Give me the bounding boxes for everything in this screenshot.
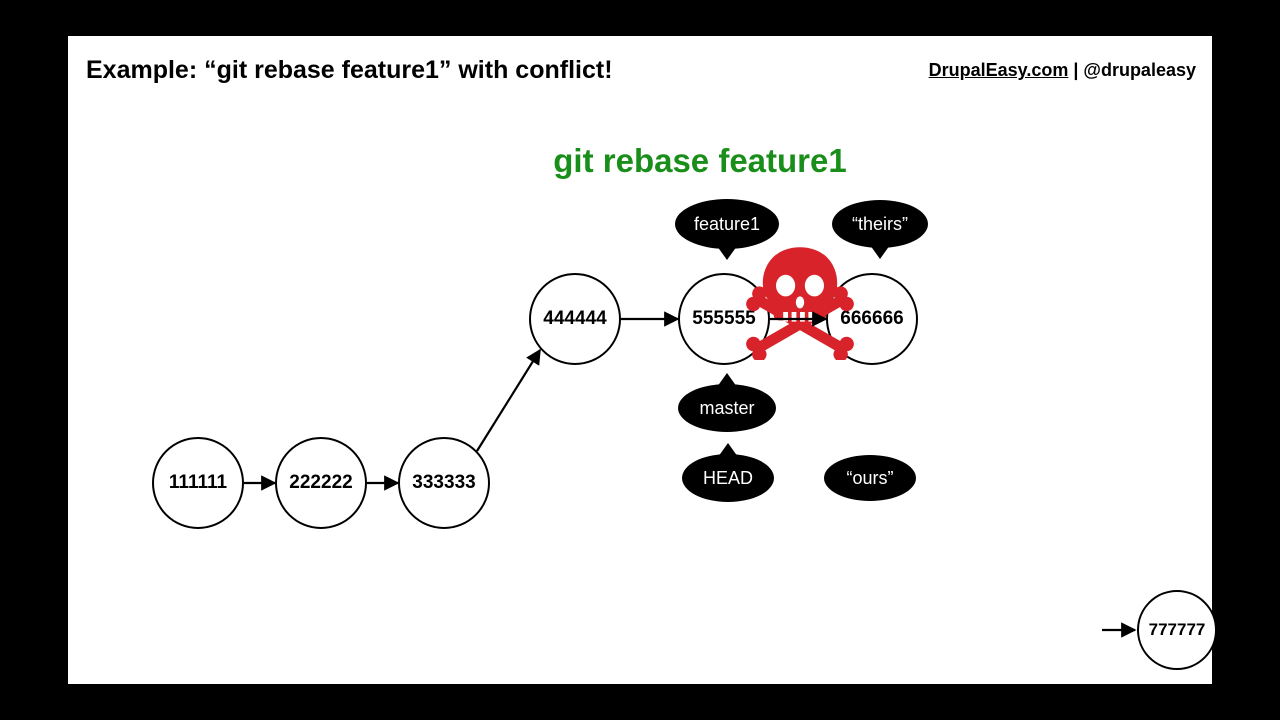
- pill-head: HEAD: [682, 454, 774, 502]
- commit-3: 333333: [398, 437, 490, 529]
- pill-head-pointer: [718, 443, 738, 457]
- attribution: DrupalEasy.com | @drupaleasy: [929, 60, 1196, 81]
- pill-master-pointer: [717, 373, 737, 387]
- pill-feature1-pointer: [717, 246, 737, 260]
- commit-2: 222222: [275, 437, 367, 529]
- commit-4: 444444: [529, 273, 621, 365]
- skull-crossbones-icon: [740, 240, 860, 360]
- pill-master: master: [678, 384, 776, 432]
- attribution-link: DrupalEasy.com: [929, 60, 1069, 80]
- command-subtitle: git rebase feature1: [480, 142, 920, 180]
- slide-title: Example: “git rebase feature1” with conf…: [86, 56, 613, 85]
- attribution-sep: |: [1068, 60, 1083, 80]
- commit-1: 111111: [152, 437, 244, 529]
- pill-theirs-pointer: [870, 245, 890, 259]
- commit-7: 777777: [1137, 590, 1217, 670]
- pill-ours: “ours”: [824, 455, 916, 501]
- attribution-handle: @drupaleasy: [1083, 60, 1196, 80]
- slide: [68, 36, 1212, 684]
